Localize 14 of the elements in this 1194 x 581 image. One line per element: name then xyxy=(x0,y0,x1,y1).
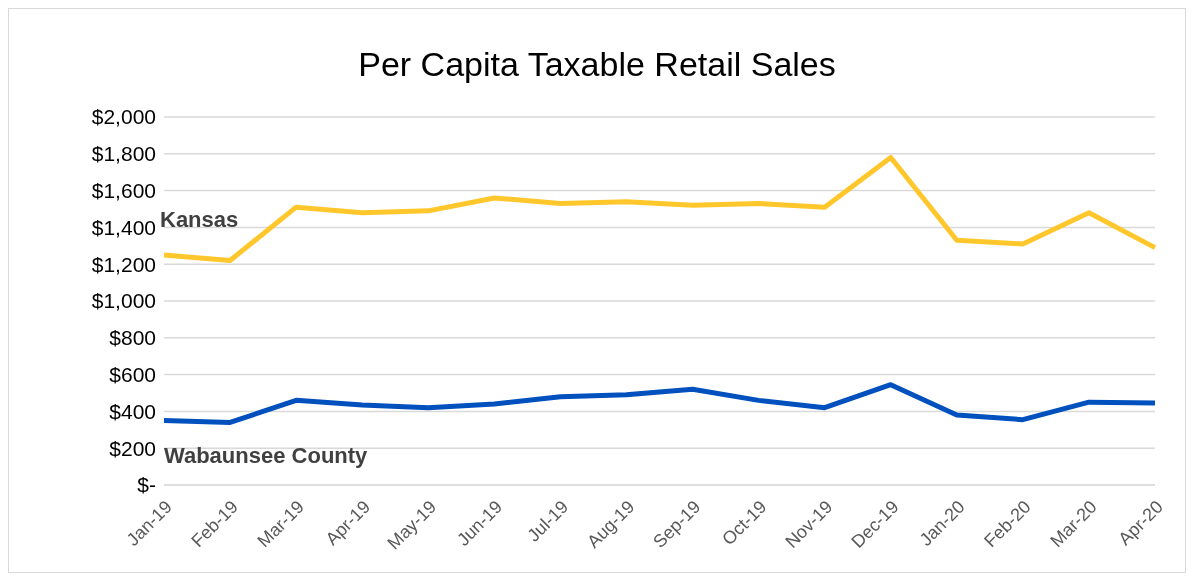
y-tick-label: $600 xyxy=(109,363,156,387)
y-tick-label: $200 xyxy=(109,436,156,460)
y-tick-label: $1,400 xyxy=(91,215,156,239)
y-tick-label: $1,200 xyxy=(91,252,156,276)
y-tick-label: $800 xyxy=(109,326,156,350)
series-label: Wabaunsee County xyxy=(164,442,369,468)
y-tick-label: $1,600 xyxy=(91,179,156,203)
series-label: Kansas xyxy=(160,207,239,232)
y-tick-label: $400 xyxy=(109,399,156,423)
y-tick-label: $2,000 xyxy=(91,105,156,129)
y-tick-label: $1,800 xyxy=(91,142,156,166)
y-tick-label: $1,000 xyxy=(91,289,156,313)
y-tick-label: $- xyxy=(137,473,156,497)
chart-title: Per Capita Taxable Retail Sales xyxy=(357,44,837,85)
